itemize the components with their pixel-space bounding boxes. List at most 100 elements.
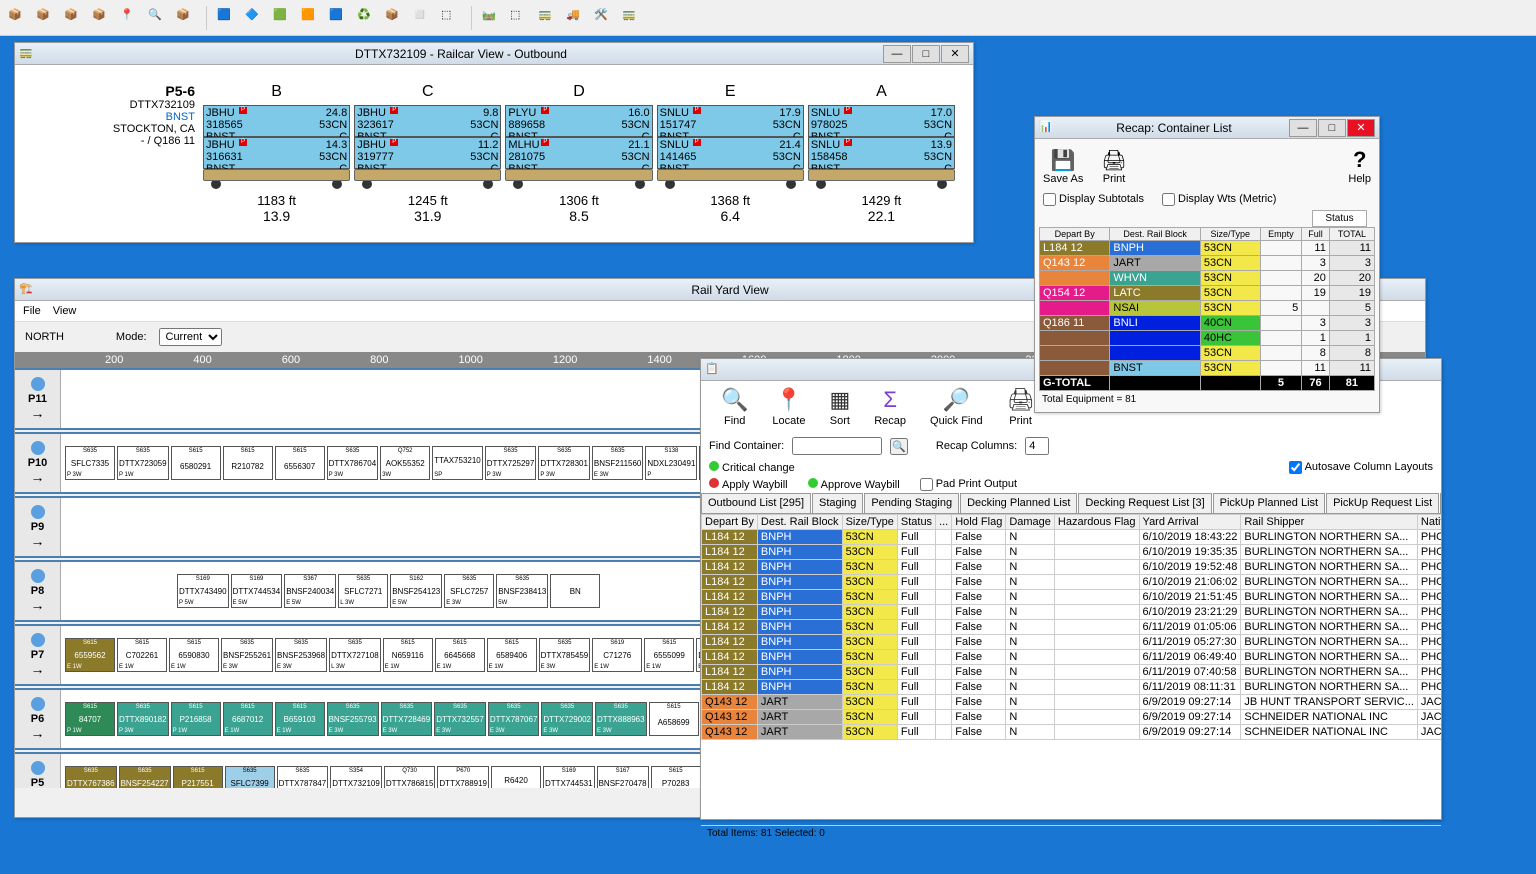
railcar[interactable]: S615P216858P 1W: [171, 702, 221, 736]
menu-file[interactable]: File: [23, 305, 41, 317]
railcar[interactable]: S6156645668E 1W: [435, 638, 485, 672]
save-as-button[interactable]: 💾Save As: [1043, 148, 1083, 185]
col-header[interactable]: Dest. Rail Block: [757, 515, 842, 530]
container-grid[interactable]: Depart ByDest. Rail BlockSize/TypeStatus…: [701, 514, 1441, 825]
rp-tool-find[interactable]: 🔍Find: [721, 387, 748, 427]
window-header[interactable]: 📊 Recap: Container List — □ ✕: [1035, 117, 1379, 139]
railcar[interactable]: S138NDXL230491P: [645, 446, 697, 480]
container[interactable]: JBHUP11.231977753CNBNSTCWHC1: [354, 137, 501, 169]
track-label[interactable]: P7→: [15, 626, 61, 684]
railcar[interactable]: S635DTTX728301P 3W: [538, 446, 590, 480]
find-go-button[interactable]: 🔍: [890, 438, 908, 455]
recap-cols-input[interactable]: [1025, 437, 1049, 455]
railcar[interactable]: S635DTTX723059P 1W: [117, 446, 169, 480]
railcar[interactable]: S635BNSF2384135W: [496, 574, 548, 608]
railcar[interactable]: S6156580291: [171, 446, 221, 480]
railcar[interactable]: S169DTTX744534E 5W: [231, 574, 283, 608]
railcar[interactable]: S635DTTX787067E 3W: [488, 702, 540, 736]
table-row[interactable]: WHVN 53CN 20 20: [1040, 271, 1375, 286]
col-header[interactable]: Empty: [1260, 228, 1302, 241]
track-label[interactable]: P8→: [15, 562, 61, 620]
railcar[interactable]: S635SFLC7335P 3W: [65, 446, 115, 480]
print-button[interactable]: 🖨Print: [1101, 148, 1126, 185]
rp-tool-sort[interactable]: ▦Sort: [829, 387, 850, 427]
table-row[interactable]: Q143 12 JART 53CN Full FalseN 6/9/2019 0…: [702, 695, 1442, 710]
table-row[interactable]: L184 12 BNPH 53CN Full FalseN 6/11/2019 …: [702, 665, 1442, 680]
railcar[interactable]: S635BNSF255793E 3W: [327, 702, 379, 736]
container[interactable]: PLYUP16.088965853CNBNSTCWHE01: [505, 105, 652, 137]
window-header[interactable]: 🚃 DTTX732109 - Railcar View - Outbound —…: [15, 43, 973, 65]
col-header[interactable]: Hazardous Flag: [1054, 515, 1139, 530]
col-header[interactable]: Full: [1302, 228, 1330, 241]
tab[interactable]: PickUp Request List: [1326, 493, 1439, 513]
table-row[interactable]: L184 12 BNPH 53CN Full FalseN 6/10/2019 …: [702, 545, 1442, 560]
table-row[interactable]: L184 12 BNPH 53CN Full FalseN 6/11/2019 …: [702, 635, 1442, 650]
menu-view[interactable]: View: [53, 305, 77, 317]
rp-tool-locate[interactable]: 📍Locate: [772, 387, 805, 427]
close-button[interactable]: ✕: [941, 45, 969, 63]
table-row[interactable]: Q143 12 JART 53CN Full FalseN 6/9/2019 0…: [702, 710, 1442, 725]
table-row[interactable]: 53CN 8 8: [1040, 346, 1375, 361]
railcar[interactable]: S615A658699: [649, 702, 699, 736]
autosave-checkbox[interactable]: [1289, 461, 1302, 474]
wts-checkbox[interactable]: [1162, 193, 1175, 206]
col-header[interactable]: TOTAL: [1329, 228, 1374, 241]
rp-tool-recap[interactable]: ΣRecap: [874, 387, 906, 427]
tool-cube-blue-icon[interactable]: 🟦: [215, 6, 239, 30]
tool-railcar-icon[interactable]: 🚃: [620, 6, 644, 30]
railcar[interactable]: S615C702261E 1W: [117, 638, 167, 672]
railcar[interactable]: Q730DTTX786815P 3W: [384, 766, 436, 788]
table-row[interactable]: L184 12 BNPH 53CN Full FalseN 6/11/2019 …: [702, 680, 1442, 695]
tool-select-icon[interactable]: ⬚: [439, 6, 463, 30]
table-row[interactable]: Q186 11 BNLI 40CN 3 3: [1040, 316, 1375, 331]
railcar[interactable]: S615P217551P 1W: [173, 766, 223, 788]
track-label[interactable]: P11→: [15, 370, 61, 428]
table-row[interactable]: L184 12 BNPH 53CN Full FalseN 6/10/2019 …: [702, 605, 1442, 620]
railcar[interactable]: S169DTTX744531E 5W: [543, 766, 595, 788]
tool-print-cube-icon[interactable]: 📦: [383, 6, 407, 30]
table-row[interactable]: L184 12 BNPH 53CN Full FalseN 6/10/2019 …: [702, 590, 1442, 605]
tool-bracket-icon[interactable]: ⬚: [508, 6, 532, 30]
rp-tool-quick-find[interactable]: 🔎Quick Find: [930, 387, 983, 427]
table-row[interactable]: 40HC 1 1: [1040, 331, 1375, 346]
railcar[interactable]: S6156559562E 1W: [65, 638, 115, 672]
table-row[interactable]: Q143 12 JART 53CN Full FalseN 6/9/2019 0…: [702, 725, 1442, 740]
railcar[interactable]: S162BNSF254123E 5W: [390, 574, 442, 608]
railcar[interactable]: S615R210782: [223, 446, 273, 480]
railcar[interactable]: S635BNSF211560E 3W: [592, 446, 643, 480]
tab[interactable]: Pending Staging: [864, 493, 959, 513]
tool-cube-g-icon[interactable]: 🟩: [271, 6, 295, 30]
railcar[interactable]: S615N659116E 1W: [383, 638, 433, 672]
tool-cube-icon[interactable]: 📦: [6, 6, 30, 30]
railcar[interactable]: S635BNSF254227E 5W: [119, 766, 171, 788]
tool-recycle-icon[interactable]: ♻️: [355, 6, 379, 30]
railcar[interactable]: S615P70283P 1W: [651, 766, 701, 788]
table-row[interactable]: Q154 12 LATC 53CN 19 19: [1040, 286, 1375, 301]
tab[interactable]: Decking Planned List: [960, 493, 1077, 513]
tool-cube-o-icon[interactable]: 🟧: [299, 6, 323, 30]
tool-truck-icon[interactable]: 🚚: [564, 6, 588, 30]
col-header[interactable]: ...: [936, 515, 952, 530]
tool-diamond-icon[interactable]: 🔷: [243, 6, 267, 30]
status-tab[interactable]: Status: [1312, 210, 1367, 227]
maximize-button[interactable]: □: [1318, 119, 1346, 137]
container[interactable]: JBHUP14.331663153CNBNSTCWHC1: [203, 137, 350, 169]
tab[interactable]: Decking Request List [3]: [1078, 493, 1211, 513]
table-row[interactable]: L184 12 BNPH 53CN Full FalseN 6/10/2019 …: [702, 575, 1442, 590]
col-header[interactable]: Status: [897, 515, 935, 530]
tab[interactable]: ➜Container List [81]: [1440, 493, 1441, 513]
mode-select[interactable]: Current: [159, 328, 222, 346]
track-label[interactable]: P5→: [15, 754, 61, 788]
railcar[interactable]: TTAX753210SP: [432, 446, 483, 480]
track-label[interactable]: P10→: [15, 434, 61, 492]
railcar[interactable]: BN: [550, 574, 600, 608]
railcar[interactable]: S635SFLC7271L 3W: [338, 574, 388, 608]
railcar[interactable]: S167BNSF2704785W: [597, 766, 649, 788]
railcar[interactable]: S635SFLC7257E 3W: [444, 574, 494, 608]
container[interactable]: SNLUP17.915174753CNBNSTCWHC1: [657, 105, 804, 137]
rp-tool-print[interactable]: 🖨Print: [1007, 387, 1035, 427]
tool-yellow-car-icon[interactable]: 🚃: [536, 6, 560, 30]
railcar[interactable]: R6420E 1W: [491, 766, 541, 788]
minimize-button[interactable]: —: [1289, 119, 1317, 137]
railcar[interactable]: S635DTTX732557E 3W: [434, 702, 486, 736]
